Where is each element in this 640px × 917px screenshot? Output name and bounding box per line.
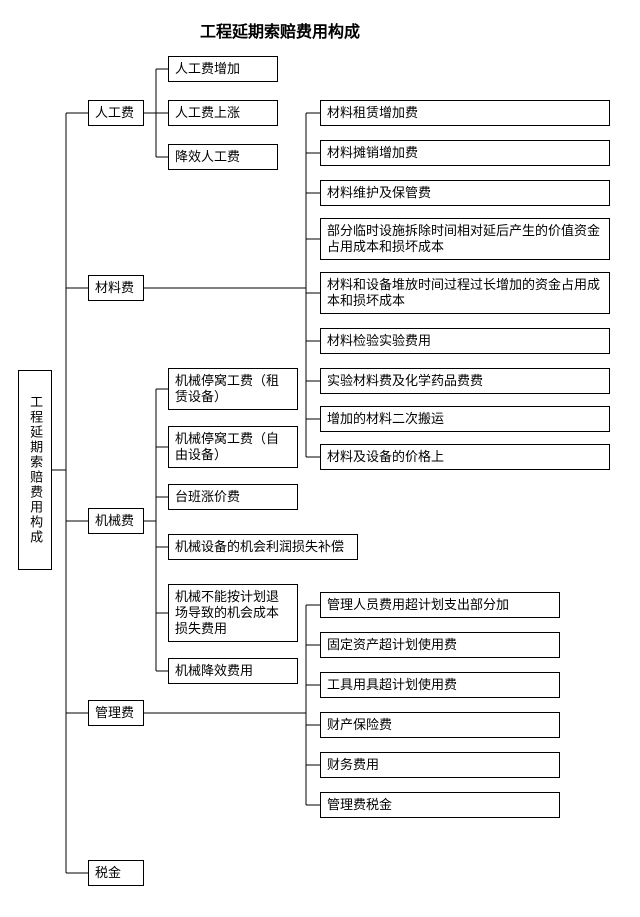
diagram-canvas: 工程延期索赔费用构成 工程延期索赔费用构成 人工费 材料费 机械费 管理费 税金… [0,0,640,917]
l1-labor: 人工费 [88,100,144,126]
manage-child-2: 工具用具超计划使用费 [320,672,560,698]
machine-child-5: 机械降效费用 [168,658,298,684]
material-child-8: 材料及设备的价格上 [320,444,610,470]
l1-manage: 管理费 [88,700,144,726]
material-child-7: 增加的材料二次搬运 [320,406,610,432]
diagram-title: 工程延期索赔费用构成 [200,18,360,42]
machine-child-3: 机械设备的机会利润损失补偿 [168,534,358,560]
machine-child-0: 机械停窝工费（租赁设备） [168,368,298,410]
machine-child-1: 机械停窝工费（自由设备） [168,426,298,468]
root-node: 工程延期索赔费用构成 [18,370,52,570]
labor-child-2: 降效人工费 [168,144,278,170]
manage-child-0: 管理人员费用超计划支出部分加 [320,592,560,618]
material-child-5: 材料检验实验费用 [320,328,610,354]
manage-child-4: 财务费用 [320,752,560,778]
manage-child-5: 管理费税金 [320,792,560,818]
material-child-0: 材料租赁增加费 [320,100,610,126]
machine-child-4: 机械不能按计划退场导致的机会成本损失费用 [168,584,298,642]
manage-child-3: 财产保险费 [320,712,560,738]
material-child-3: 部分临时设施拆除时间相对延后产生的价值资金占用成本和损坏成本 [320,218,610,260]
labor-child-0: 人工费增加 [168,56,278,82]
material-child-4: 材料和设备堆放时间过程过长增加的资金占用成本和损坏成本 [320,272,610,314]
material-child-6: 实验材料费及化学药品费费 [320,368,610,394]
material-child-2: 材料维护及保管费 [320,180,610,206]
l1-tax: 税金 [88,860,144,886]
l1-machine: 机械费 [88,508,144,534]
l1-material: 材料费 [88,275,144,301]
machine-child-2: 台班涨价费 [168,484,298,510]
labor-child-1: 人工费上涨 [168,100,278,126]
material-child-1: 材料摊销增加费 [320,140,610,166]
manage-child-1: 固定资产超计划使用费 [320,632,560,658]
